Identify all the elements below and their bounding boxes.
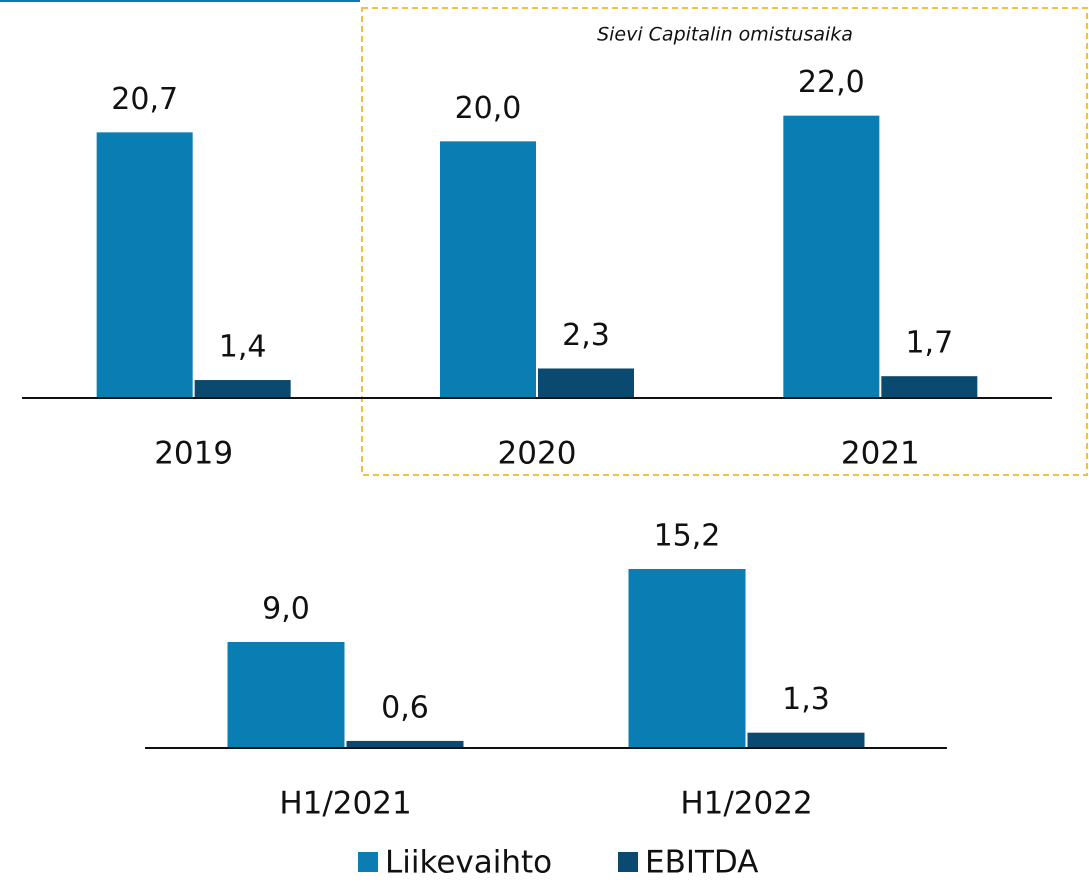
bar [538, 368, 634, 398]
value-label: 1,3 [782, 682, 830, 717]
value-label: 1,4 [219, 330, 267, 365]
x-tick-label: H1/2021 [279, 786, 411, 822]
bar [227, 642, 345, 748]
bar [96, 132, 193, 398]
x-tick-label: H1/2022 [680, 786, 812, 822]
bar [346, 740, 464, 748]
ownership-box [361, 7, 1088, 476]
legend-label: EBITDA [645, 845, 758, 881]
bar [747, 732, 865, 748]
value-label: 0,6 [381, 690, 429, 725]
legend-swatch [618, 852, 638, 872]
value-label: 20,0 [455, 91, 522, 126]
value-label: 20,7 [111, 82, 178, 117]
x-tick-label: 2020 [498, 436, 577, 472]
bar [783, 115, 880, 399]
x-tick-label: 2019 [154, 436, 233, 472]
bar [628, 568, 746, 748]
legend-swatch [358, 852, 378, 872]
value-label: 22,0 [798, 65, 865, 100]
bar [881, 376, 978, 398]
annotation: Sievi Capitalin omistusaika [597, 24, 853, 46]
value-label: 1,7 [905, 326, 953, 361]
legend-label: Liikevaihto [385, 845, 552, 881]
value-label: 2,3 [562, 318, 610, 353]
bar [440, 141, 536, 399]
x-tick-label: 2021 [841, 436, 920, 472]
value-label: 15,2 [654, 518, 721, 553]
value-label: 9,0 [262, 592, 310, 627]
bar [194, 380, 291, 398]
